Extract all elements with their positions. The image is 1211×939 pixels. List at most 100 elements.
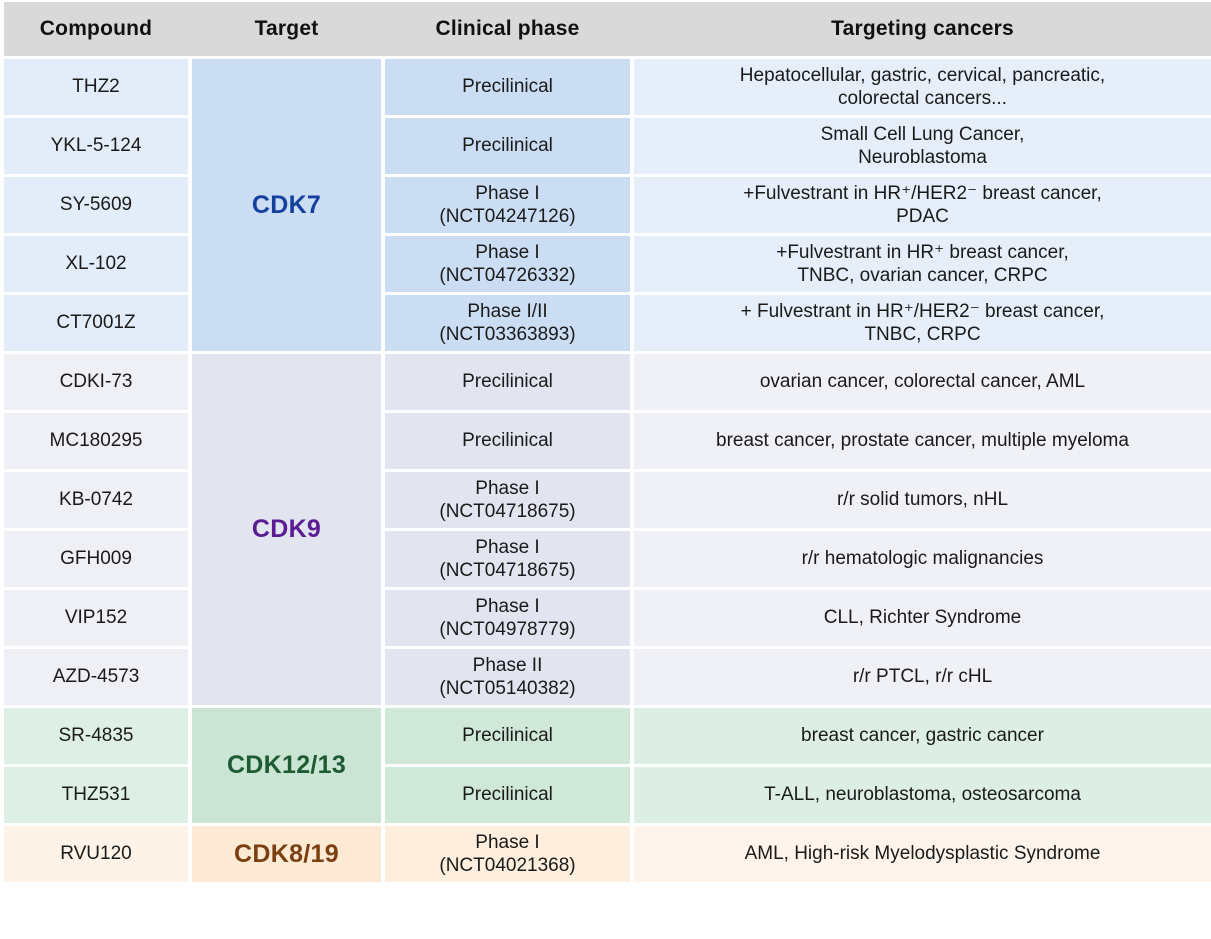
phase-cell: Phase I (NCT04247126) [385,177,630,233]
compound-label: CT7001Z [56,312,136,334]
compound-cell: KB-0742 [4,472,188,528]
phase-line: Phase I [475,831,540,853]
phase-line: Phase I [475,536,540,558]
phase-line: (NCT04726332) [439,265,576,286]
compound-cell: CT7001Z [4,295,188,351]
target-cell: CDK9 [192,354,381,705]
phase-line: Precilinical [462,371,553,393]
phase-line: Phase I [475,241,540,263]
cancers-line: TNBC, ovarian cancer, CRPC [797,265,1048,286]
col-header-targeting-cancers: Targeting cancers [831,17,1014,40]
compound-cell: SR-4835 [4,708,188,764]
phase-line: (NCT04978779) [439,619,576,640]
phase-line: (NCT03363893) [439,324,576,345]
table-body: CDK7 THZ2 Precilinical Hepatocellular, gast… [4,59,1211,882]
compound-cell: AZD-4573 [4,649,188,705]
target-cell: CDK12/13 [192,708,381,823]
compound-label: THZ2 [72,76,120,98]
phase-cell: Phase I (NCT04021368) [385,826,630,882]
phase-line: (NCT05140382) [439,678,576,699]
phase-cell: Phase I (NCT04718675) [385,531,630,587]
compound-label: MC180295 [49,430,143,452]
target-label: CDK7 [251,190,322,219]
phase-line: Phase I/II [467,300,548,322]
cancers-cell: CLL, Richter Syndrome [634,590,1211,646]
compound-cell: THZ2 [4,59,188,115]
col-header-compound: Compound [39,17,153,40]
compound-cell: MC180295 [4,413,188,469]
cancers-line: PDAC [896,206,949,227]
phase-cell: Phase I/II (NCT03363893) [385,295,630,351]
phase-line: (NCT04021368) [439,855,576,876]
cancers-cell: Hepatocellular, gastric, cervical, pancr… [634,59,1211,115]
cancers-line: Hepatocellular, gastric, cervical, pancr… [739,64,1106,86]
cancers-cell: ovarian cancer, colorectal cancer, AML [634,354,1211,410]
cancers-line: CLL, Richter Syndrome [823,607,1022,629]
cancers-cell: Small Cell Lung Cancer, Neuroblastoma [634,118,1211,174]
compound-label: KB-0742 [59,489,133,511]
phase-line: Phase I [475,595,540,617]
phase-line: Phase I [475,477,540,499]
compound-label: YKL-5-124 [50,135,142,157]
target-group-cdk7: CDK7 THZ2 Precilinical Hepatocellular, gast… [4,59,1211,351]
phase-cell: Phase I (NCT04978779) [385,590,630,646]
target-label: CDK9 [251,515,322,544]
phase-cell: Precilinical [385,413,630,469]
target-cell: CDK8/19 [192,826,381,882]
compound-label: XL-102 [65,253,127,275]
compound-cell: XL-102 [4,236,188,292]
compound-label: SR-4835 [58,725,134,747]
compound-label: SY-5609 [59,194,133,216]
cancers-line: r/r hematologic malignancies [801,548,1044,570]
cancers-line: r/r solid tumors, nHL [836,489,1009,511]
target-group-cdk1213: CDK12/13 SR-4835 Precilinical breast cancer… [4,708,1211,823]
target-label: CDK8/19 [234,839,339,868]
compound-label: RVU120 [60,843,132,865]
cancers-cell: r/r hematologic malignancies [634,531,1211,587]
cancers-line: Neuroblastoma [858,147,987,168]
phase-cell: Precilinical [385,767,630,823]
phase-line: Precilinical [462,76,553,98]
phase-line: Precilinical [462,784,553,806]
phase-cell: Precilinical [385,708,630,764]
cancers-line: +Fulvestrant in HR⁺/HER2⁻ breast cancer, [743,182,1102,204]
phase-line: (NCT04718675) [439,560,576,581]
cancers-line: breast cancer, prostate cancer, multiple… [716,430,1129,452]
phase-line: (NCT04718675) [439,501,576,522]
cancers-cell: +Fulvestrant in HR⁺/HER2⁻ breast cancer,… [634,177,1211,233]
target-label: CDK12/13 [226,751,347,780]
phase-line: Precilinical [462,430,553,452]
compound-cell: CDKI-73 [4,354,188,410]
compound-label: VIP152 [64,607,128,629]
compound-cell: SY-5609 [4,177,188,233]
compound-cell: THZ531 [4,767,188,823]
phase-cell: Precilinical [385,118,630,174]
compound-cell: RVU120 [4,826,188,882]
phase-cell: Precilinical [385,354,630,410]
cancers-cell: AML, High-risk Myelodysplastic Syndrome [634,826,1211,882]
col-header-clinical-phase: Clinical phase [435,17,580,40]
phase-line: Precilinical [462,725,553,747]
cancers-cell: r/r solid tumors, nHL [634,472,1211,528]
compound-label: AZD-4573 [52,666,140,688]
cancers-line: Small Cell Lung Cancer, [820,123,1025,145]
compound-cell: YKL-5-124 [4,118,188,174]
cancers-line: T-ALL, neuroblastoma, osteosarcoma [764,784,1081,806]
cancers-line: ovarian cancer, colorectal cancer, AML [759,371,1086,393]
cancers-line: TNBC, CRPC [864,324,981,345]
target-group-cdk9: CDK9 CDKI-73 Precilinical ovarian cancer, c… [4,354,1211,705]
cancers-line: colorectal cancers... [838,88,1007,109]
cancers-cell: +Fulvestrant in HR⁺ breast cancer, TNBC, … [634,236,1211,292]
phase-line: (NCT04247126) [439,206,576,227]
cancers-cell: T-ALL, neuroblastoma, osteosarcoma [634,767,1211,823]
phase-cell: Phase II (NCT05140382) [385,649,630,705]
compound-label: GFH009 [60,548,132,570]
phase-line: Phase I [475,182,540,204]
cancers-cell: breast cancer, gastric cancer [634,708,1211,764]
cancers-cell: r/r PTCL, r/r cHL [634,649,1211,705]
target-group-cdk819: CDK8/19 RVU120 Phase I (NCT04021368) AML, Hi… [4,826,1211,882]
phase-cell: Phase I (NCT04726332) [385,236,630,292]
cancers-line: + Fulvestrant in HR⁺/HER2⁻ breast cancer… [740,300,1105,322]
cancers-cell: + Fulvestrant in HR⁺/HER2⁻ breast cancer… [634,295,1211,351]
